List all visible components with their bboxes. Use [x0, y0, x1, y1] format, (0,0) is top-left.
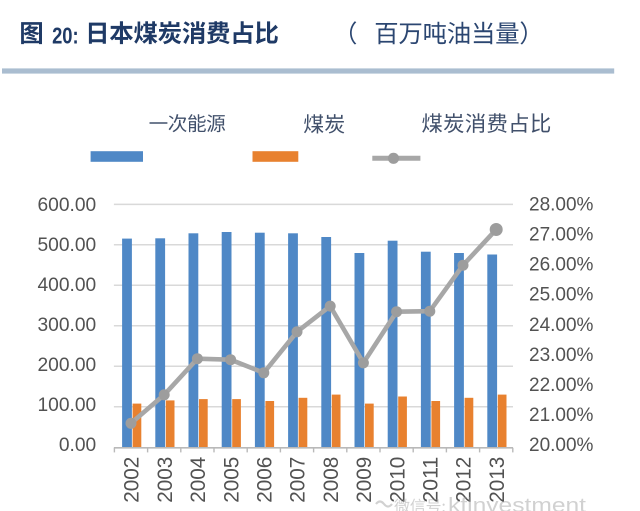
- svg-text:20.00%: 20.00%: [529, 435, 594, 456]
- svg-text:2012: 2012: [453, 457, 476, 503]
- svg-text:21.00%: 21.00%: [529, 405, 594, 426]
- svg-text:28.00%: 28.00%: [529, 194, 594, 215]
- svg-text:100.00: 100.00: [38, 395, 97, 416]
- svg-text:2008: 2008: [320, 457, 343, 503]
- svg-text:2011: 2011: [420, 457, 443, 503]
- svg-text:kflnvestment: kflnvestment: [448, 495, 587, 511]
- svg-text:200.00: 200.00: [38, 355, 97, 376]
- svg-text:2006: 2006: [254, 457, 277, 503]
- svg-text:600.00: 600.00: [38, 195, 97, 216]
- svg-text:2005: 2005: [220, 457, 243, 503]
- svg-text:2002: 2002: [121, 457, 144, 503]
- svg-text:27.00%: 27.00%: [529, 225, 594, 246]
- svg-text:400.00: 400.00: [38, 275, 97, 296]
- svg-text:2004: 2004: [187, 456, 210, 502]
- svg-text:2013: 2013: [486, 457, 509, 503]
- svg-text:25.00%: 25.00%: [529, 285, 594, 306]
- svg-text:24.00%: 24.00%: [529, 315, 594, 336]
- svg-text:0.00: 0.00: [59, 435, 96, 456]
- svg-text:2007: 2007: [287, 457, 310, 503]
- svg-text:23.00%: 23.00%: [529, 345, 594, 366]
- svg-text:22.00%: 22.00%: [529, 375, 594, 396]
- svg-text:2009: 2009: [353, 457, 376, 503]
- svg-text:20:: 20:: [52, 22, 79, 48]
- svg-text:2003: 2003: [154, 457, 177, 503]
- svg-text:300.00: 300.00: [38, 315, 97, 336]
- svg-text:2010: 2010: [386, 457, 409, 503]
- svg-text:26.00%: 26.00%: [529, 255, 594, 276]
- svg-text:500.00: 500.00: [38, 235, 97, 256]
